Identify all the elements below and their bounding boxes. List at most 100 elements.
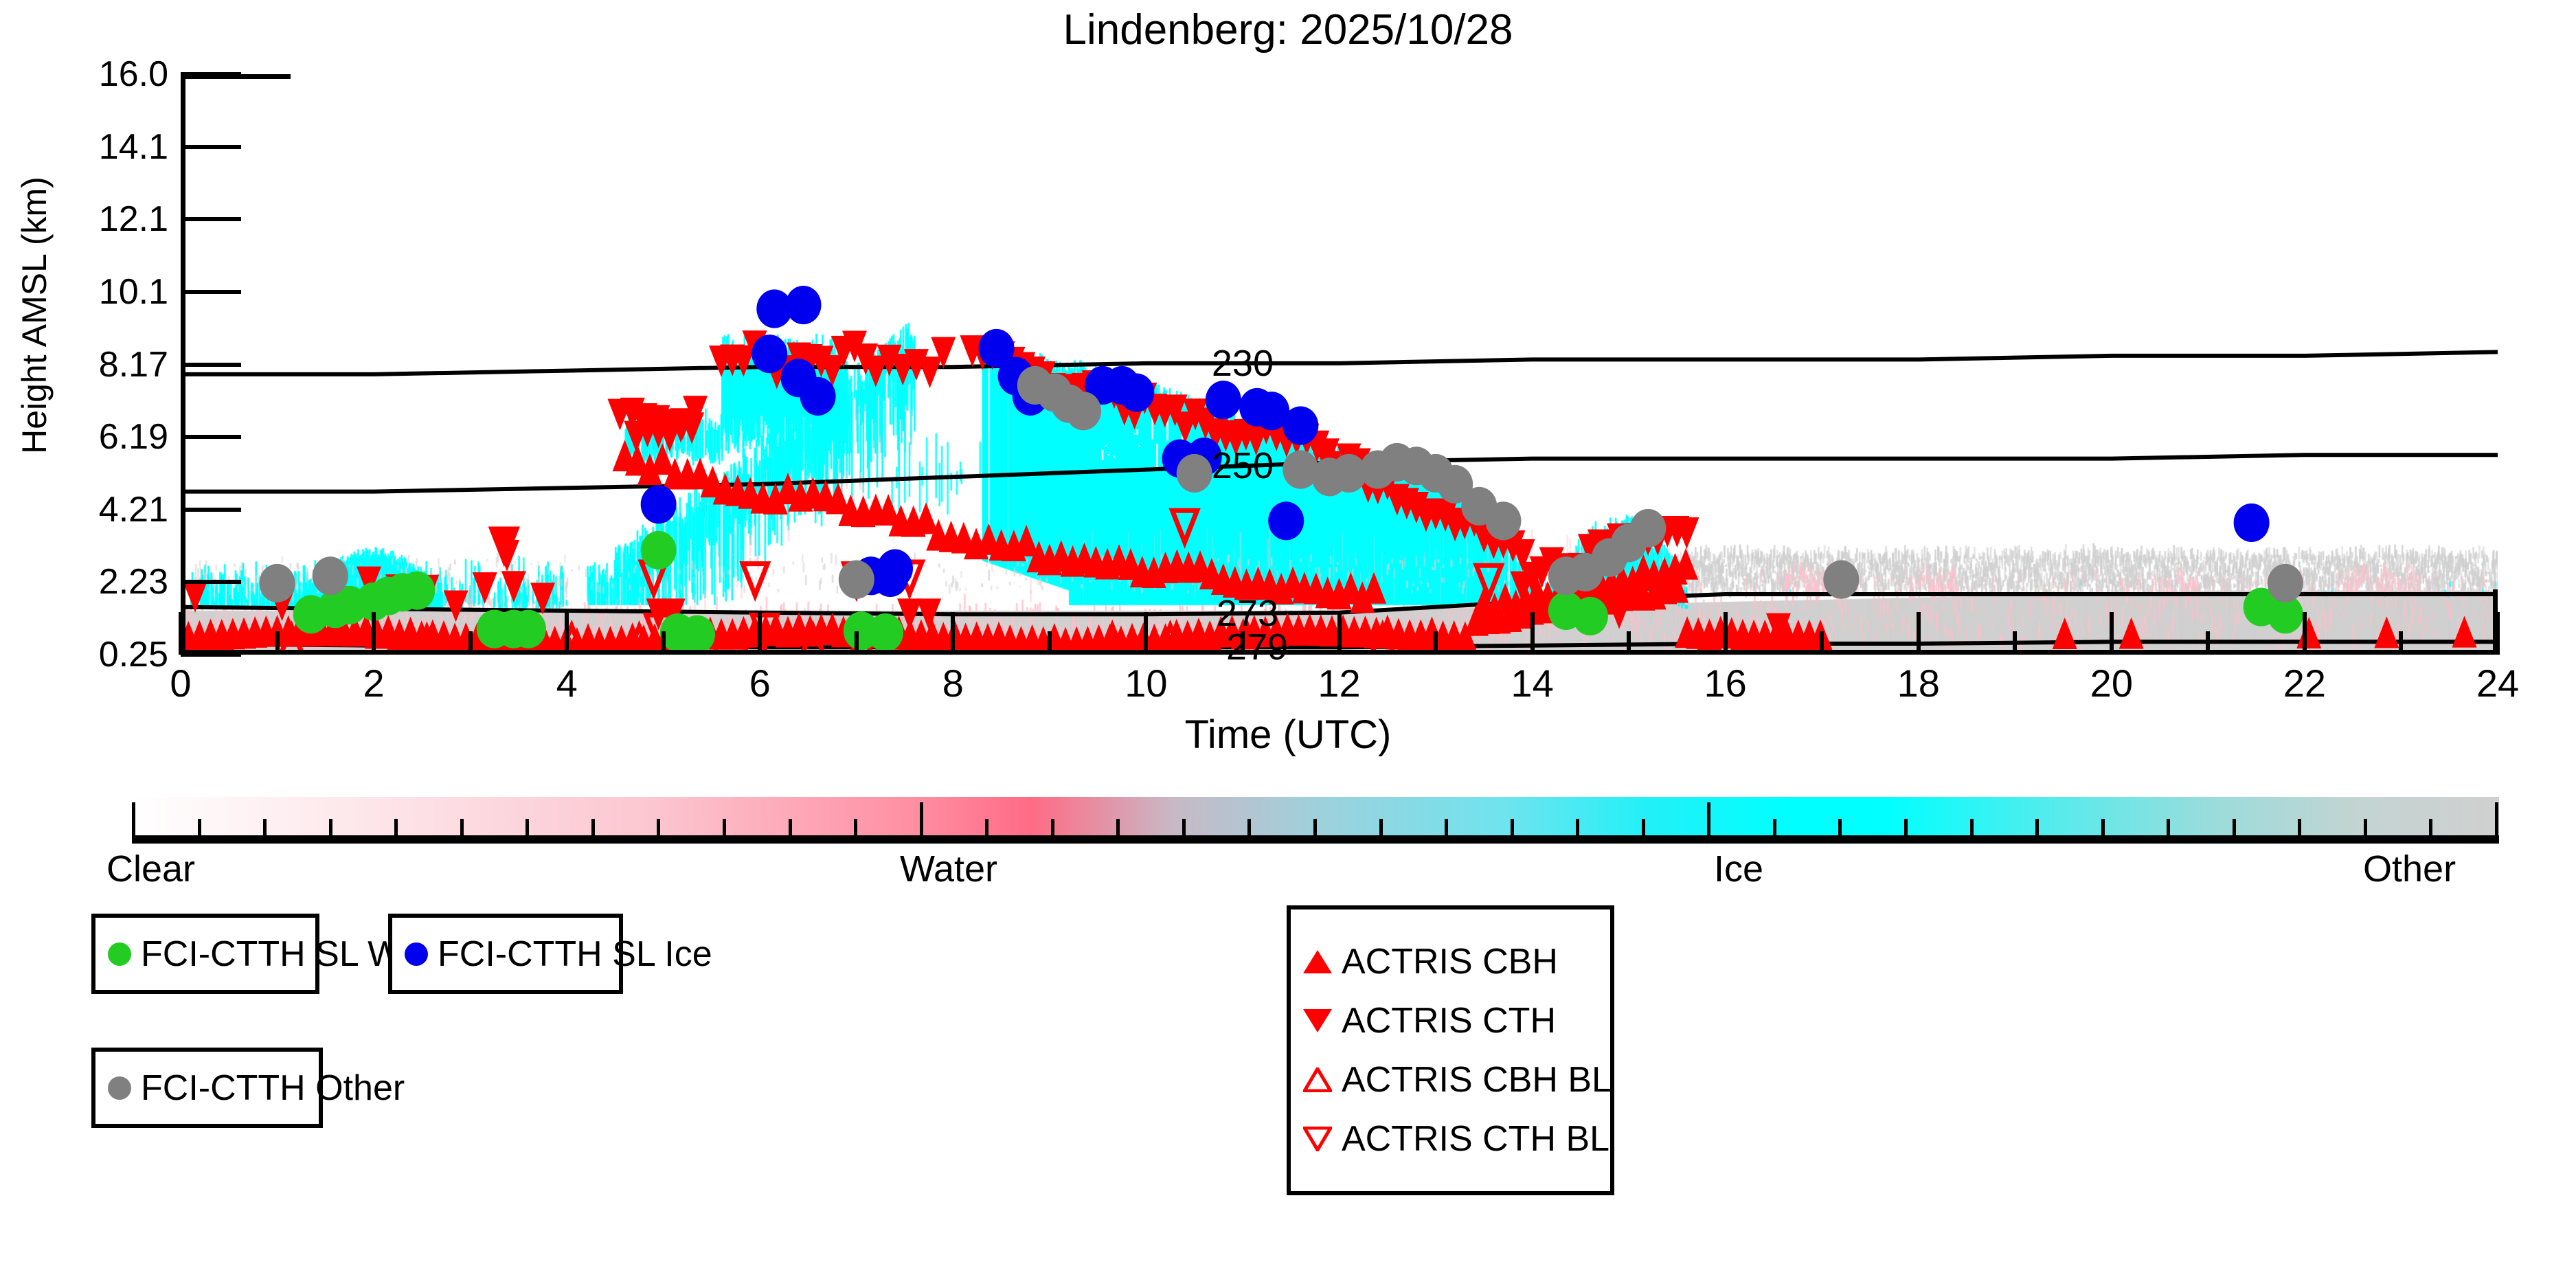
colorbar-tick-minor xyxy=(197,819,201,835)
isotherm-label-230: 230 xyxy=(1211,342,1274,384)
actris-cth-marker xyxy=(1674,517,1699,550)
x-tick-minor xyxy=(1047,631,1052,655)
actris-cbh-bl-marker xyxy=(799,620,827,655)
legend-row[interactable]: FCI-CTTH SL Ice xyxy=(392,925,712,984)
x-tick-label: 22 xyxy=(2283,662,2327,705)
colorbar-tick-minor xyxy=(394,819,398,835)
colorbar-tick-minor xyxy=(328,819,332,835)
actris-cth-marker xyxy=(1183,398,1208,431)
x-tick-minor xyxy=(854,631,859,655)
colorbar-tick-minor xyxy=(985,819,989,835)
x-tick-label: 8 xyxy=(942,662,964,705)
colorbar-tick-minor xyxy=(788,819,792,835)
colorbar-tick-minor xyxy=(2232,819,2236,835)
colorbar-tick-major xyxy=(132,802,135,835)
actris-cth-marker xyxy=(809,346,834,378)
y-tick xyxy=(181,653,241,657)
x-axis-title: Time (UTC) xyxy=(1184,712,1392,757)
data-point xyxy=(1823,560,1860,599)
colorbar-tick-minor xyxy=(2429,819,2433,835)
legend-fci-ctth-sl-wat[interactable]: FCI-CTTH SL Wat xyxy=(91,914,430,994)
x-tick-label: 12 xyxy=(1318,662,1361,705)
colorbar-tick-minor xyxy=(2035,819,2040,835)
data-point xyxy=(872,558,908,598)
y-tick-label: 4.21 xyxy=(98,489,168,530)
x-tick-minor xyxy=(468,631,473,655)
data-point xyxy=(785,285,822,325)
data-point xyxy=(2267,563,2303,603)
actris-cth-marker xyxy=(183,580,208,613)
legend-fci-ctth-sl-ice[interactable]: FCI-CTTH SL Ice xyxy=(388,914,712,994)
y-tick xyxy=(181,144,241,149)
data-point xyxy=(1254,392,1290,431)
legend-actris[interactable]: ACTRIS CBH ACTRIS CTH ACTRIS CBH BL ACTR… xyxy=(1287,905,1614,1195)
legend-fci-ctth-other[interactable]: FCI-CTTH Other xyxy=(91,1048,405,1128)
x-tick-major xyxy=(758,612,762,655)
y-tick xyxy=(181,580,241,585)
legend-label: ACTRIS CTH BL xyxy=(1342,1119,1610,1159)
data-point xyxy=(1176,453,1212,493)
data-point xyxy=(867,613,903,653)
colorbar-axis-line xyxy=(132,835,2499,844)
actris-cbh-bl-marker xyxy=(625,620,653,655)
legend-row-actris-cth-bl[interactable]: ACTRIS CTH BL xyxy=(1291,1109,1610,1168)
actris-cth-marker xyxy=(731,345,756,377)
colorbar-tick-minor xyxy=(1576,819,1580,835)
y-tick-label: 10.1 xyxy=(98,271,168,312)
actris-cbh-bl-marker xyxy=(414,621,440,655)
x-tick-major xyxy=(2496,612,2500,655)
colorbar-tick-major xyxy=(1707,802,1711,835)
data-point xyxy=(752,335,788,374)
data-point xyxy=(679,615,715,654)
data-point xyxy=(640,485,677,524)
data-point xyxy=(2233,503,2270,543)
colorbar-tick-minor xyxy=(1641,819,1645,835)
data-point xyxy=(312,556,348,596)
x-tick-minor xyxy=(275,631,280,655)
plot-canvas xyxy=(181,74,2498,655)
legend-row[interactable]: FCI-CTTH SL Wat xyxy=(95,925,430,984)
data-point xyxy=(1268,501,1304,541)
data-point xyxy=(399,571,436,610)
actris-cth-marker xyxy=(530,583,556,615)
x-tick-major xyxy=(372,612,376,655)
x-tick-major xyxy=(179,612,183,655)
actris-cth-bl-marker xyxy=(1168,508,1201,549)
data-point xyxy=(1485,501,1522,541)
x-tick-label: 6 xyxy=(749,662,771,705)
isotherm-label-273: 273 xyxy=(1216,592,1279,634)
data-point xyxy=(1118,373,1155,412)
x-tick-label: 18 xyxy=(1897,662,1940,705)
data-point xyxy=(756,289,793,328)
y-tick-label: 0.25 xyxy=(98,635,168,675)
actris-cbh-marker xyxy=(762,482,788,515)
legend-row-actris-cth[interactable]: ACTRIS CTH xyxy=(1291,991,1610,1050)
actris-cbh-marker xyxy=(1014,524,1039,556)
colorbar-tick-minor xyxy=(1510,819,1514,835)
x-tick-minor xyxy=(661,631,666,655)
actris-cth-marker xyxy=(679,412,705,444)
actris-cbh-marker xyxy=(1673,547,1699,580)
x-tick-minor xyxy=(2399,631,2404,655)
colorbar-tick-minor xyxy=(1838,819,1842,835)
actris-cth-marker xyxy=(443,590,468,622)
colorbar-tick-minor xyxy=(263,819,267,835)
colorbar-tick-minor xyxy=(1050,819,1054,835)
x-tick-major xyxy=(1916,612,1921,655)
data-point xyxy=(1065,392,1102,431)
y-tick xyxy=(181,72,241,76)
x-tick-minor xyxy=(1434,631,1438,655)
legend-row[interactable]: FCI-CTTH Other xyxy=(95,1059,405,1118)
actris-cth-bl-marker xyxy=(488,526,520,567)
data-point xyxy=(978,328,1015,368)
colorbar-tick-minor xyxy=(1379,819,1383,835)
legend-row-actris-cbh[interactable]: ACTRIS CBH xyxy=(1291,932,1610,991)
y-tick xyxy=(181,435,241,440)
legend-row-actris-cbh-bl[interactable]: ACTRIS CBH BL xyxy=(1291,1050,1612,1109)
y-tick-label: 6.19 xyxy=(98,417,168,457)
actris-cbh-bl-marker xyxy=(1098,619,1127,655)
x-tick-minor xyxy=(1627,631,1631,655)
actris-cbh-marker xyxy=(650,443,675,475)
actris-cth-marker xyxy=(916,598,942,631)
y-tick xyxy=(181,362,241,367)
